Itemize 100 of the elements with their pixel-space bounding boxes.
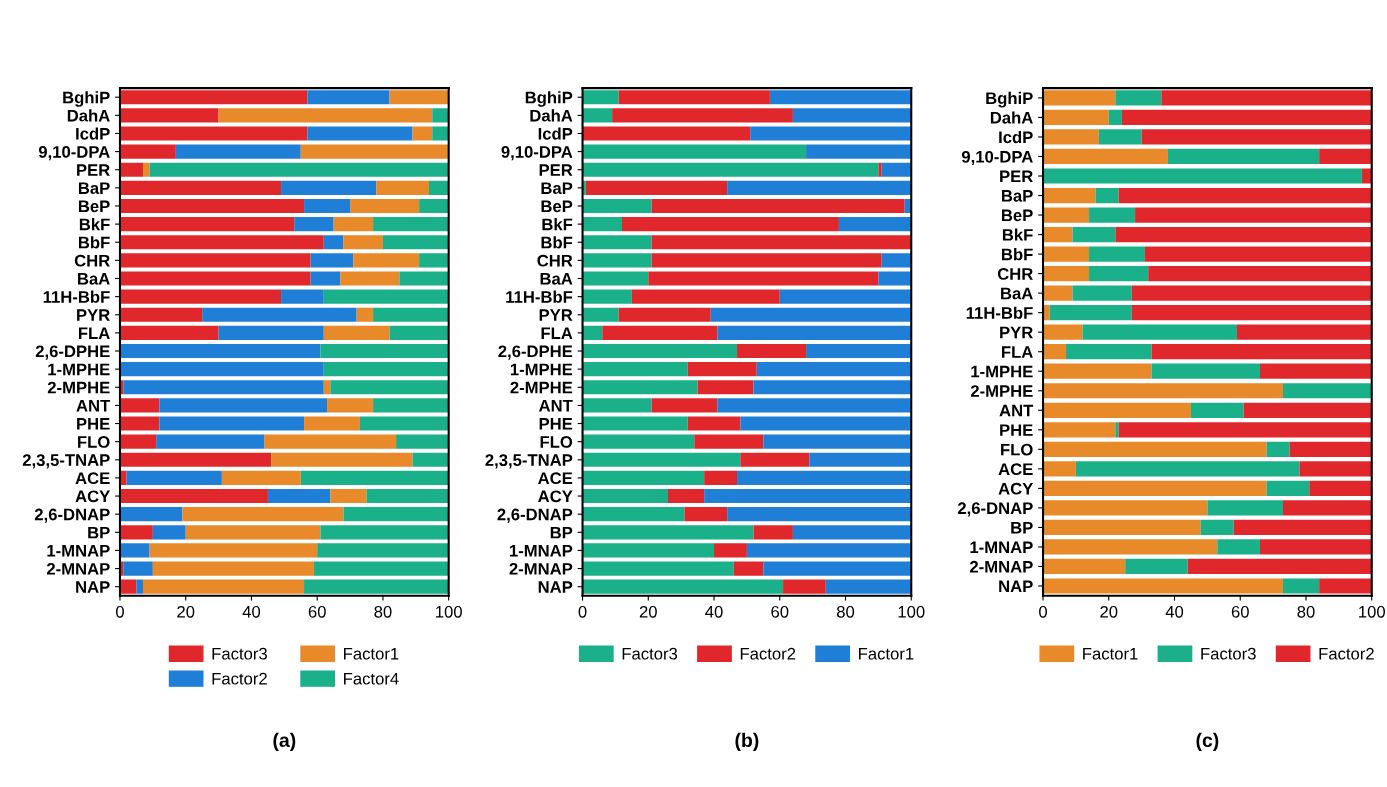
legend-label: Factor1 <box>344 647 399 660</box>
y-tick-label: PYR <box>539 309 573 321</box>
x-tick-label: 40 <box>242 605 261 618</box>
y-tick-label: BP <box>550 526 573 539</box>
y-tick-label: 2,6-DNAP <box>34 508 110 523</box>
y-tick-label: 2-MNAP <box>969 560 1033 573</box>
y-tick-label: BkF <box>542 218 573 231</box>
y-tick-label: BeP <box>1001 209 1033 222</box>
y-tick-label: IcdP <box>76 127 110 140</box>
y-tick-label: ANT <box>538 399 573 412</box>
y-tick-label: 2,3,5-TNAP <box>485 454 573 469</box>
legend-label: Factor1 <box>1083 647 1138 660</box>
y-tick-label: IcdP <box>999 130 1033 144</box>
y-tick-label: PHE <box>1000 424 1033 436</box>
y-tick-label: 2,3,5-TNAP <box>22 454 110 469</box>
y-tick-label: NAP <box>538 581 573 593</box>
x-tick-label: 60 <box>308 605 326 618</box>
y-tick-label: PHE <box>539 418 573 430</box>
y-tick-label: 1-MNAP <box>509 545 573 557</box>
y-tick-label: ANT <box>76 399 111 412</box>
y-tick-label: BaP <box>1001 190 1033 202</box>
y-tick-label: FLO <box>1001 443 1033 456</box>
x-tick-label: 40 <box>1165 605 1184 618</box>
x-tick-label: 80 <box>836 605 855 618</box>
y-tick-label: BaA <box>1001 287 1033 300</box>
y-tick-label: PER <box>539 164 573 176</box>
legend-label: Factor2 <box>1319 647 1374 660</box>
y-tick-label: 2-MPHE <box>510 381 573 394</box>
x-tick-label: 100 <box>436 605 462 618</box>
y-tick-label: ACE <box>75 472 110 485</box>
y-tick-label: DahA <box>990 111 1033 124</box>
y-tick-label: BghiP <box>63 91 110 107</box>
y-tick-label: BaA <box>540 273 573 285</box>
x-tick-label: 60 <box>771 605 789 618</box>
y-tick-label: PYR <box>1000 326 1033 339</box>
y-tick-label: CHR <box>997 268 1033 280</box>
y-tick-label: 1-MNAP <box>970 541 1033 553</box>
x-tick-label: 40 <box>705 605 723 618</box>
legend-label: Factor3 <box>1201 647 1256 660</box>
y-tick-label: 11H-BbF <box>506 290 573 303</box>
y-tick-label: ACY <box>998 482 1034 495</box>
y-tick-label: 2-MPHE <box>47 381 110 394</box>
x-tick-label: 60 <box>1231 605 1249 618</box>
legend-label: Factor3 <box>622 647 678 660</box>
y-tick-label: CHR <box>74 254 110 267</box>
y-tick-label: IcdP <box>538 127 573 140</box>
y-tick-label: FLO <box>78 436 110 448</box>
x-tick-label: 0 <box>1039 605 1048 618</box>
y-tick-label: 11H-BbF <box>966 306 1033 319</box>
y-tick-label: BeP <box>541 200 573 213</box>
y-tick-label: 9,10-DPA <box>38 146 110 161</box>
y-tick-label: FLA <box>78 327 110 339</box>
y-tick-label: FLA <box>541 327 573 339</box>
y-tick-label: BbF <box>78 236 110 249</box>
y-tick-label: NAP <box>999 580 1033 593</box>
y-tick-label: ANT <box>999 404 1034 417</box>
y-tick-label: ACY <box>75 490 110 503</box>
y-tick-label: 2,6-DPHE <box>35 345 110 360</box>
x-tick-label: 20 <box>639 605 657 618</box>
y-tick-label: PER <box>77 164 110 176</box>
x-tick-label: 80 <box>1297 605 1315 618</box>
y-tick-label: 1-MPHE <box>510 363 573 376</box>
x-tick-label: 0 <box>115 605 124 618</box>
y-tick-label: 9,10-DPA <box>501 146 573 161</box>
y-tick-label: BP <box>88 526 110 539</box>
y-tick-label: DahA <box>530 109 573 122</box>
y-tick-label: BaA <box>78 273 110 285</box>
x-tick-label: 0 <box>578 605 587 618</box>
y-tick-label: NAP <box>76 581 110 593</box>
y-tick-label: BeP <box>78 200 110 213</box>
y-tick-label: BkF <box>1002 228 1033 241</box>
y-tick-label: CHR <box>537 254 573 267</box>
text: (a) <box>273 732 296 751</box>
y-tick-label: 9,10-DPA <box>961 150 1033 166</box>
x-tick-label: 20 <box>177 605 195 618</box>
y-tick-label: BkF <box>79 218 110 231</box>
y-tick-label: BghiP <box>525 91 573 107</box>
y-tick-label: PER <box>1000 170 1033 183</box>
legend-label: Factor2 <box>740 647 796 660</box>
y-tick-label: BbF <box>541 236 573 249</box>
y-tick-label: ACE <box>538 472 573 485</box>
y-tick-label: 2-MNAP <box>509 562 573 575</box>
legend-label: Factor1 <box>859 647 914 660</box>
y-tick-label: ACY <box>538 490 573 503</box>
y-tick-label: FLO <box>540 436 573 448</box>
y-tick-label: 11H-BbF <box>43 290 110 303</box>
y-tick-label: BaP <box>78 182 110 195</box>
y-tick-label: 2,6-DNAP <box>957 502 1033 517</box>
legend-label: Factor2 <box>212 672 267 685</box>
y-tick-label: 2-MNAP <box>46 562 110 575</box>
y-tick-label: DahA <box>67 109 110 122</box>
y-tick-label: ACE <box>998 463 1033 476</box>
y-tick-label: BghiP <box>986 91 1033 108</box>
y-tick-label: PHE <box>77 418 110 430</box>
x-tick-label: 80 <box>374 605 392 618</box>
x-tick-label: 100 <box>1359 605 1385 618</box>
y-tick-label: FLA <box>1002 346 1033 358</box>
legend-label: Factor3 <box>212 647 267 660</box>
text: (c) <box>1196 732 1219 751</box>
legend-label: Factor4 <box>344 672 399 685</box>
